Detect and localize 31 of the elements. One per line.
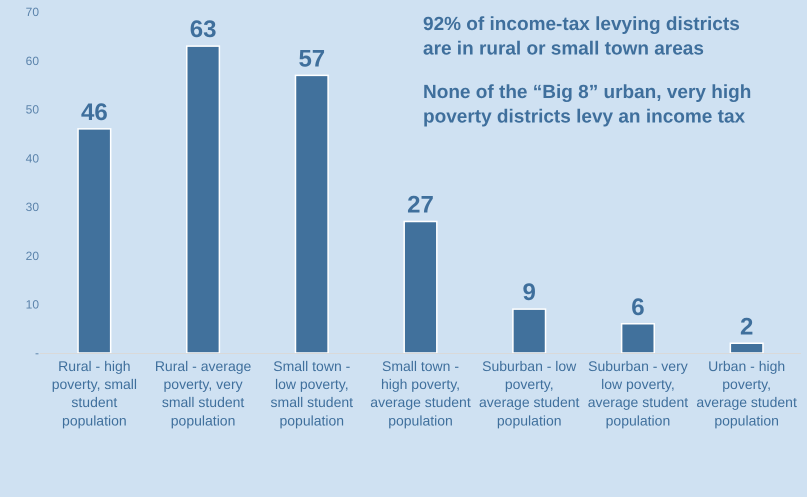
x-tick-label: Suburban - very low poverty, average student population	[588, 358, 688, 428]
y-tick-label: 60	[26, 54, 40, 68]
y-tick-label: 30	[26, 200, 40, 214]
x-tick-label: Suburban - low poverty, average student population	[479, 358, 580, 428]
data-label: 27	[407, 191, 434, 218]
y-tick-label: 20	[26, 248, 40, 263]
bar	[77, 128, 112, 353]
bar	[512, 308, 546, 353]
bar	[730, 342, 764, 353]
y-tick-label: 10	[26, 297, 40, 312]
y-tick-label: -	[35, 346, 39, 360]
data-label: 2	[740, 313, 754, 340]
bar	[294, 74, 329, 353]
x-tick-label: Urban - high poverty, average student population	[696, 358, 797, 428]
data-label: 46	[81, 98, 108, 126]
bar	[186, 45, 220, 353]
x-tick-label: Rural - high poverty, small student population	[52, 358, 138, 428]
data-label: 63	[190, 16, 216, 44]
bar	[620, 323, 655, 353]
data-label: 6	[631, 294, 645, 321]
x-tick-label: Rural - average poverty, very small student population	[154, 358, 252, 428]
y-tick-label: 40	[26, 151, 40, 166]
x-tick-label: Small town - high poverty, average student population	[370, 358, 471, 428]
data-label: 57	[298, 45, 326, 72]
x-tick-label: Small town - low poverty, small student population	[270, 358, 354, 428]
bar	[403, 220, 438, 353]
annotation: 92% of income-tax levying districts are in rural or small town areas	[423, 14, 740, 60]
data-label: 9	[522, 279, 536, 306]
y-tick-label: 70	[26, 5, 40, 20]
y-tick-label: 50	[26, 102, 40, 117]
annotation: None of the “Big 8” urban, very high poverty districts levy an income tax	[423, 82, 752, 128]
